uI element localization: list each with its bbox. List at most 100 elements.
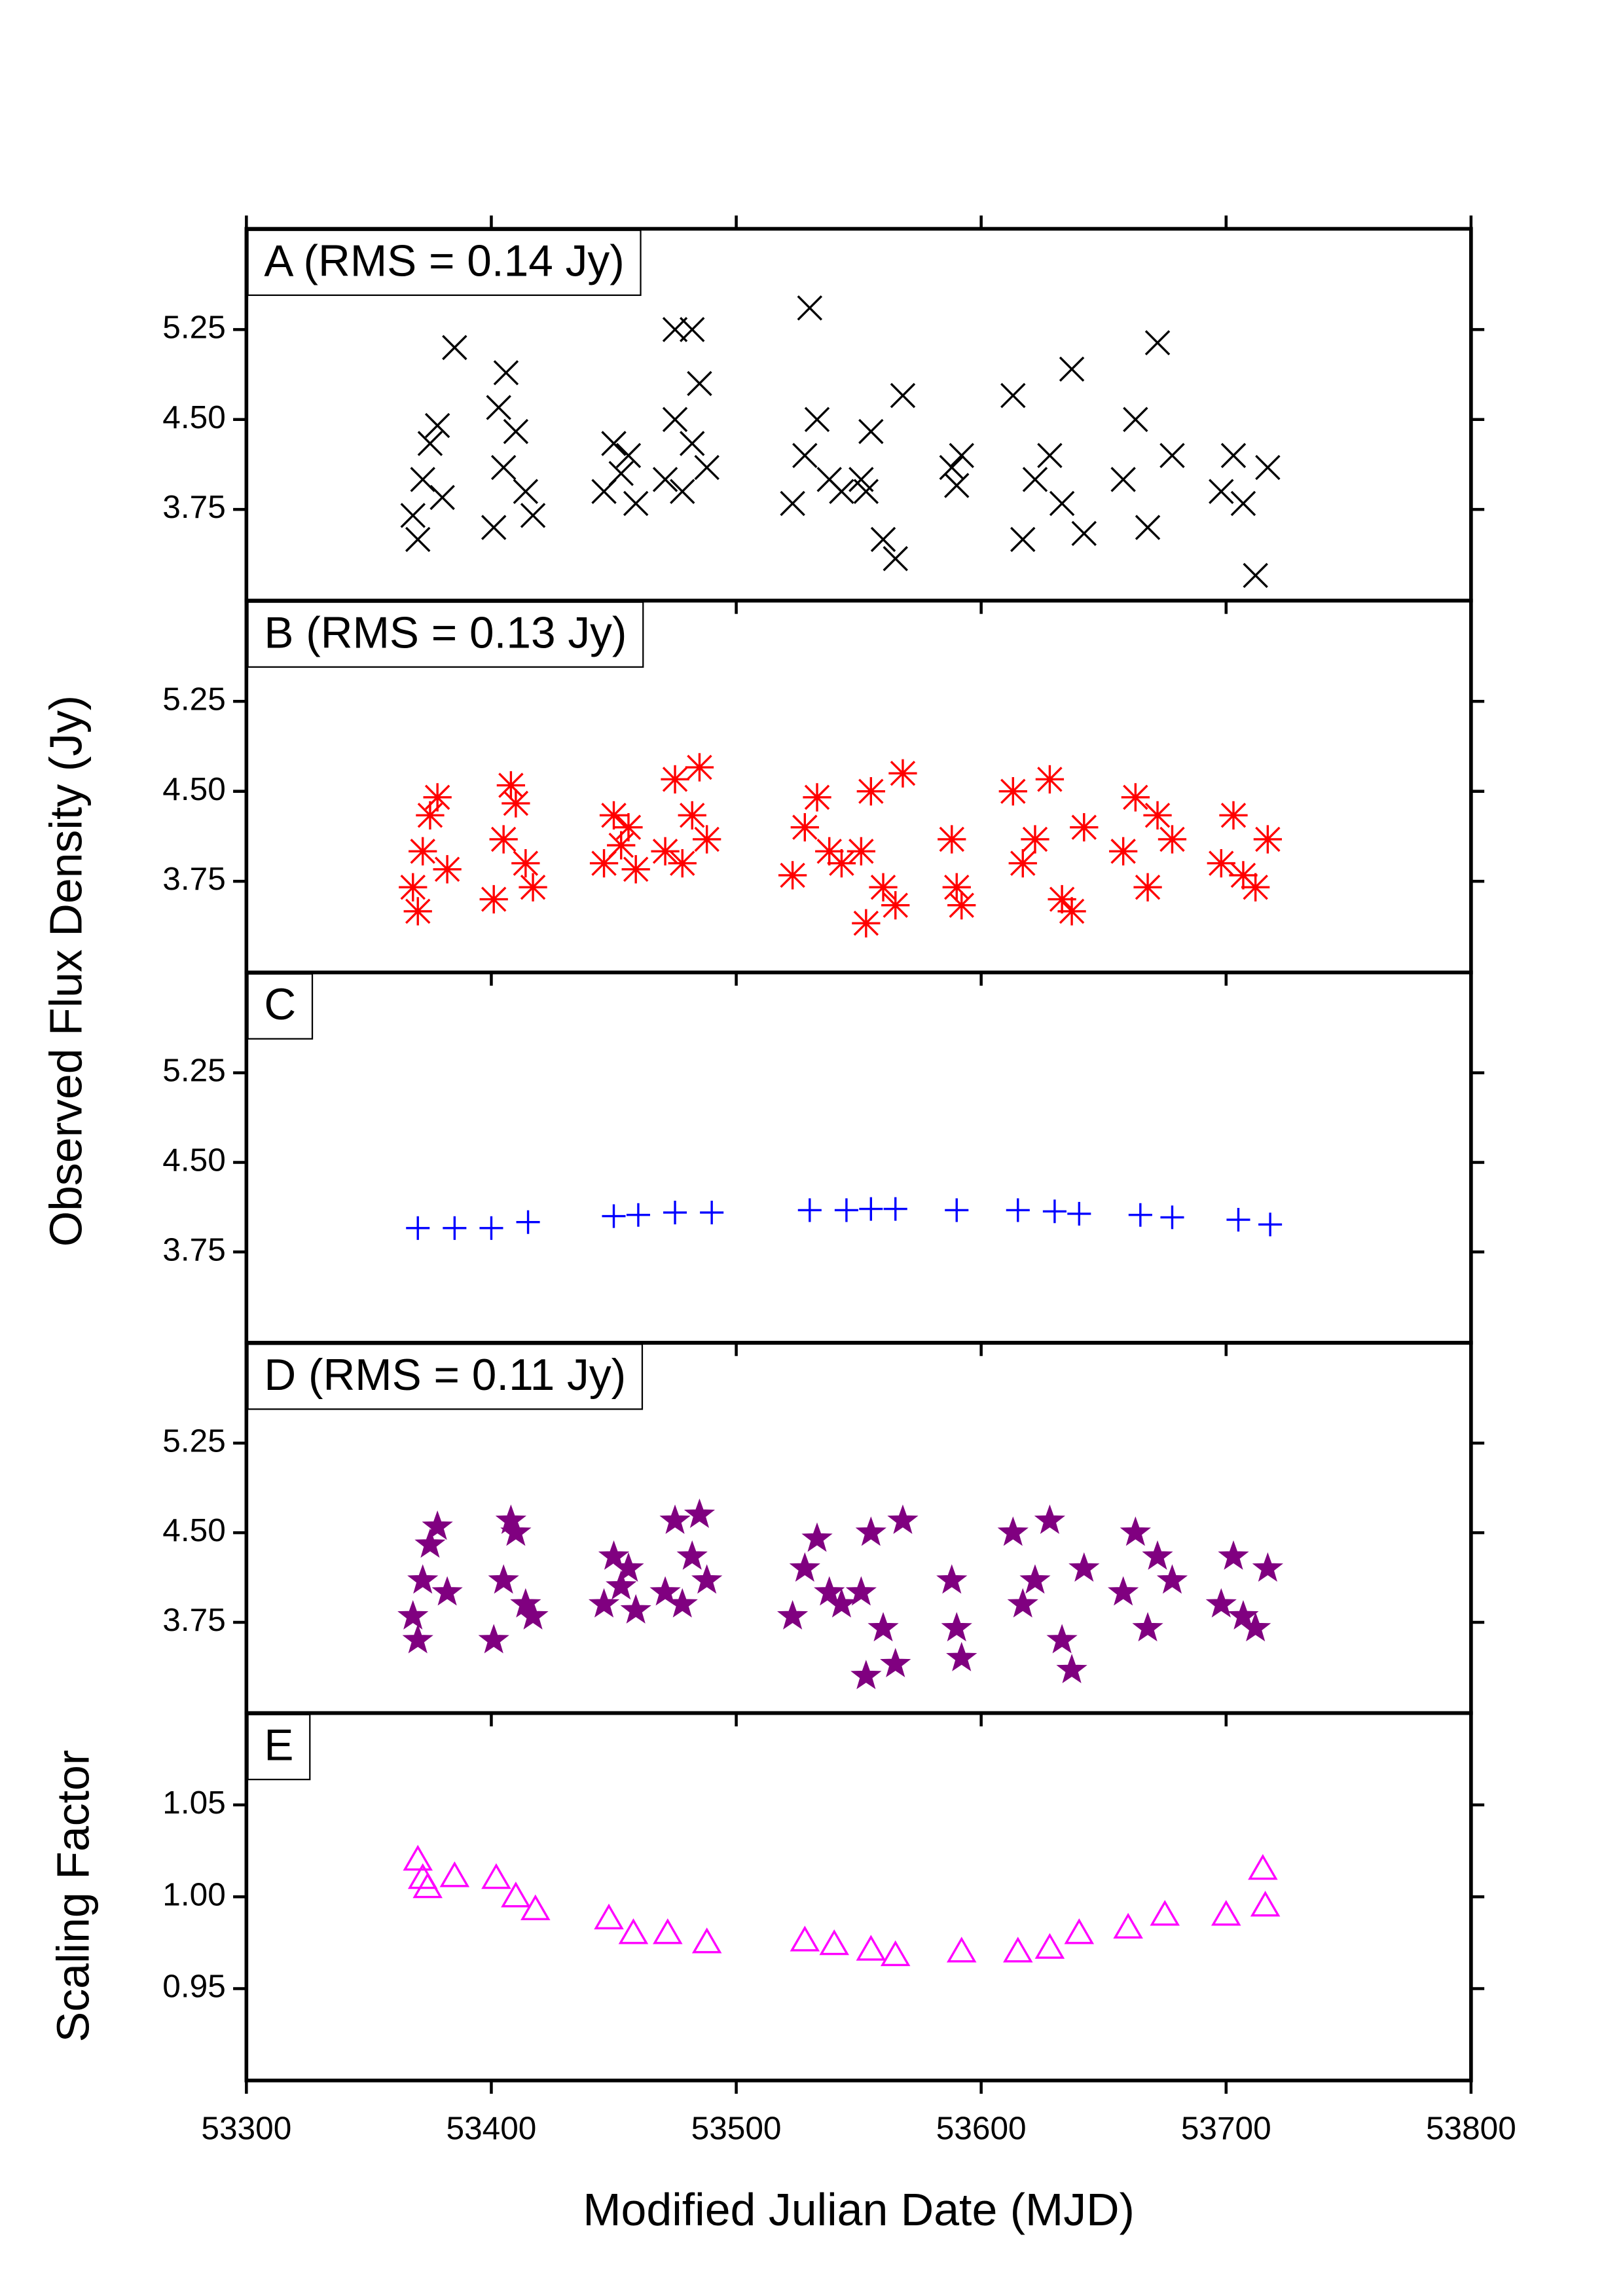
point <box>1049 490 1075 517</box>
point <box>1226 1208 1250 1232</box>
point <box>859 1197 883 1221</box>
panel-frame <box>244 1711 1473 2083</box>
point <box>790 813 819 842</box>
point <box>1042 1199 1067 1224</box>
point <box>803 783 831 812</box>
point <box>1121 783 1150 812</box>
point <box>493 360 519 386</box>
point <box>1128 1203 1152 1227</box>
point <box>700 1201 724 1225</box>
point <box>412 1872 443 1899</box>
point <box>1142 1540 1173 1570</box>
point <box>479 884 508 914</box>
point <box>691 1927 722 1954</box>
point <box>1255 454 1281 481</box>
point <box>856 777 885 806</box>
point <box>399 873 428 902</box>
point <box>599 801 629 829</box>
point <box>797 1198 822 1222</box>
point <box>479 1216 503 1240</box>
point <box>601 431 627 456</box>
point <box>615 443 642 468</box>
point <box>589 848 619 878</box>
x-tick-label: 53400 <box>447 2110 537 2147</box>
y-tick-label: 4.50 <box>162 399 225 435</box>
point <box>481 1863 511 1889</box>
point <box>652 467 678 492</box>
point <box>1022 467 1048 492</box>
point <box>422 1510 453 1540</box>
point <box>691 1564 723 1594</box>
point <box>1059 356 1085 382</box>
point <box>789 1552 820 1582</box>
point <box>776 1600 809 1630</box>
y-tick-label: 1.00 <box>162 1876 225 1912</box>
point <box>606 1570 637 1600</box>
point <box>501 1882 531 1908</box>
point <box>495 1504 527 1534</box>
panel-label-box <box>247 229 642 297</box>
series <box>397 1498 1283 1690</box>
point <box>503 418 529 445</box>
point <box>407 1564 439 1594</box>
point <box>888 759 917 788</box>
panel-label-box <box>247 601 644 668</box>
point <box>850 1660 882 1690</box>
panel-label: A (RMS = 0.14 Jy) <box>264 236 624 285</box>
point <box>1120 1516 1151 1546</box>
point <box>1253 825 1283 854</box>
point <box>1034 1933 1065 1959</box>
point <box>402 1624 433 1654</box>
point <box>405 526 431 553</box>
point <box>1205 1588 1237 1618</box>
point <box>867 1612 899 1642</box>
point <box>410 467 435 492</box>
point <box>520 1894 551 1920</box>
point <box>481 515 507 540</box>
point <box>1143 801 1172 829</box>
panel-label-box <box>247 1343 644 1410</box>
point <box>511 848 540 878</box>
point <box>490 454 517 481</box>
point <box>662 407 688 432</box>
point <box>946 1937 977 1963</box>
point <box>1135 515 1161 540</box>
point <box>883 1197 907 1221</box>
point <box>1064 1918 1095 1944</box>
panel-label: E <box>264 1721 293 1770</box>
point <box>1158 825 1187 854</box>
point <box>659 1504 691 1534</box>
point <box>1057 897 1086 926</box>
point <box>519 873 547 902</box>
point <box>614 813 643 842</box>
point <box>417 431 443 456</box>
point <box>1207 848 1235 878</box>
point <box>1010 526 1036 553</box>
point <box>815 837 844 866</box>
point <box>488 1564 519 1594</box>
point <box>397 1600 429 1630</box>
point <box>944 473 970 498</box>
point <box>433 855 462 884</box>
point <box>1113 1912 1143 1939</box>
point <box>819 1929 849 1956</box>
point <box>478 1624 509 1654</box>
y-tick-label: 5.25 <box>162 308 225 345</box>
point <box>780 490 805 517</box>
point <box>1159 443 1185 468</box>
y-tick-label: 3.75 <box>162 860 225 897</box>
point <box>1037 443 1063 468</box>
point <box>1209 479 1234 504</box>
point <box>1123 407 1148 432</box>
point <box>856 1935 886 1961</box>
y-tick-label: 4.50 <box>162 1512 225 1548</box>
point <box>520 503 546 528</box>
point <box>1219 801 1248 829</box>
point <box>676 1540 708 1570</box>
point <box>1156 1564 1188 1594</box>
point <box>834 1198 858 1222</box>
point <box>661 765 689 794</box>
point <box>513 479 539 504</box>
point <box>608 460 634 486</box>
point <box>1150 1900 1180 1926</box>
